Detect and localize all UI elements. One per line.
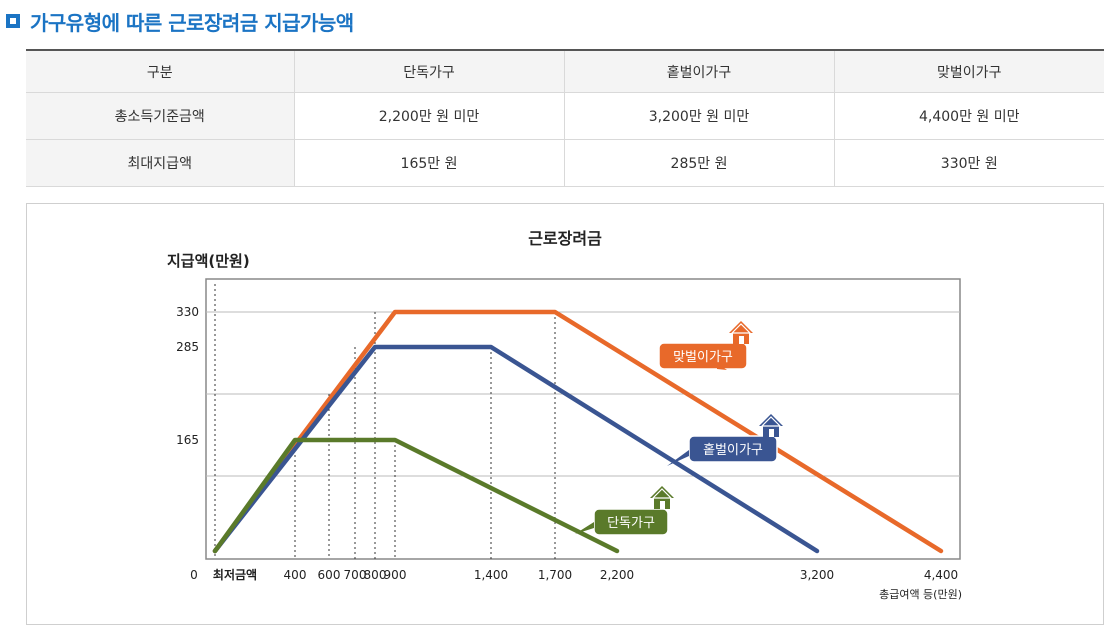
table-cell: 2,200만 원 미만 bbox=[294, 92, 565, 140]
y-tick-label: 285 bbox=[176, 340, 199, 354]
x-tick-label: 3,200 bbox=[800, 568, 834, 582]
house-icon bbox=[760, 416, 782, 427]
table-row: 총소득기준금액 2,200만 원 미만 3,200만 원 미만 4,400만 원… bbox=[26, 92, 1104, 140]
house-icon bbox=[769, 429, 774, 437]
table-row: 최대지급액 165만 원 285만 원 330만 원 bbox=[26, 139, 1104, 187]
series-label: 홑벌이가구 bbox=[703, 443, 763, 458]
table-cell: 285만 원 bbox=[564, 139, 835, 187]
x-tick-label: 1,400 bbox=[474, 568, 508, 582]
chart-title: 근로장려금 bbox=[528, 229, 602, 248]
house-icon bbox=[651, 488, 673, 499]
series-label-pointer bbox=[667, 450, 689, 466]
house-icon bbox=[739, 336, 744, 344]
row-label-max-payment: 최대지급액 bbox=[26, 139, 295, 187]
house-icon bbox=[660, 501, 665, 509]
x-tick-label: 0 bbox=[190, 568, 198, 582]
x-tick-label: 700 bbox=[344, 568, 367, 582]
house-icon bbox=[730, 323, 752, 334]
y-tick-label: 330 bbox=[176, 305, 199, 319]
series-label-box bbox=[688, 435, 778, 463]
table-header-category: 구분 bbox=[26, 49, 295, 93]
x-axis-label: 총급여액 등(만원) bbox=[879, 588, 962, 601]
table-cell: 330만 원 bbox=[834, 139, 1104, 187]
table-cell: 3,200만 원 미만 bbox=[564, 92, 835, 140]
series-line bbox=[212, 309, 944, 554]
y-axis-label: 지급액(만원) bbox=[167, 252, 250, 270]
info-table: 구분 단독가구 홑벌이가구 맞벌이가구 총소득기준금액 2,200만 원 미만 … bbox=[26, 49, 1104, 187]
x-tick-label: 최저금액 bbox=[213, 567, 257, 582]
x-tick-label: 600 bbox=[318, 568, 341, 582]
table-header-row: 구분 단독가구 홑벌이가구 맞벌이가구 bbox=[26, 49, 1104, 93]
table-header-single-earner: 홑벌이가구 bbox=[564, 49, 835, 93]
table-header-single: 단독가구 bbox=[294, 49, 565, 93]
page-title: 가구유형에 따른 근로장려금 지급가능액 bbox=[30, 10, 354, 35]
x-tick-label: 800 bbox=[364, 568, 387, 582]
table-cell: 4,400만 원 미만 bbox=[834, 92, 1104, 140]
series-label: 맞벌이가구 bbox=[673, 350, 733, 365]
page-heading: 가구유형에 따른 근로장려금 지급가능액 bbox=[6, 6, 354, 36]
x-tick-label: 1,700 bbox=[538, 568, 572, 582]
x-tick-label: 400 bbox=[284, 568, 307, 582]
series-label-pointer bbox=[717, 363, 727, 370]
row-label-income-limit: 총소득기준금액 bbox=[26, 92, 295, 140]
x-tick-label: 2,200 bbox=[600, 568, 634, 582]
series-line bbox=[212, 344, 820, 554]
square-bullet-icon bbox=[6, 14, 20, 28]
plot-frame bbox=[205, 278, 961, 560]
series-label: 단독가구 bbox=[607, 516, 655, 531]
y-tick-label: 165 bbox=[176, 433, 199, 447]
series-label-pointer bbox=[575, 522, 594, 534]
x-tick-label: 4,400 bbox=[924, 568, 958, 582]
x-tick-label: 900 bbox=[384, 568, 407, 582]
series-line bbox=[212, 437, 620, 554]
series-label-box bbox=[658, 342, 748, 370]
table-header-dual-earner: 맞벌이가구 bbox=[834, 49, 1104, 93]
table-cell: 165만 원 bbox=[294, 139, 565, 187]
